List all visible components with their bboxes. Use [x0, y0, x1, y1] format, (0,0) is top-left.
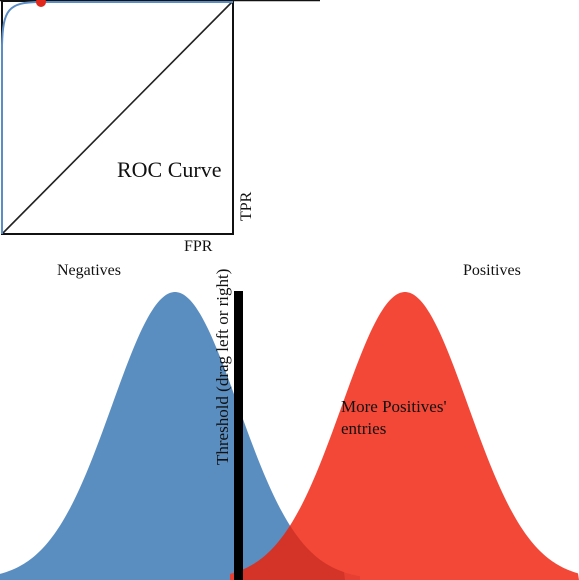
positives-label: Positives — [463, 262, 521, 279]
annotation-line-1: More Positives' — [341, 397, 447, 416]
overlap-region — [240, 525, 345, 580]
negatives-distribution-area — [0, 292, 360, 580]
threshold-label: Threshold (drag left or right) — [213, 269, 232, 465]
roc-diagonal-line — [1, 0, 234, 235]
negatives-label: Negatives — [57, 262, 121, 279]
roc-title: ROC Curve — [117, 157, 222, 182]
roc-x-axis-label: FPR — [184, 238, 213, 255]
threshold-handle[interactable] — [234, 291, 243, 580]
roc-operating-point — [36, 0, 46, 7]
positives-distribution-area — [230, 292, 579, 580]
roc-y-axis-label: TPR — [238, 191, 255, 221]
annotation-line-2: entries — [341, 419, 386, 438]
